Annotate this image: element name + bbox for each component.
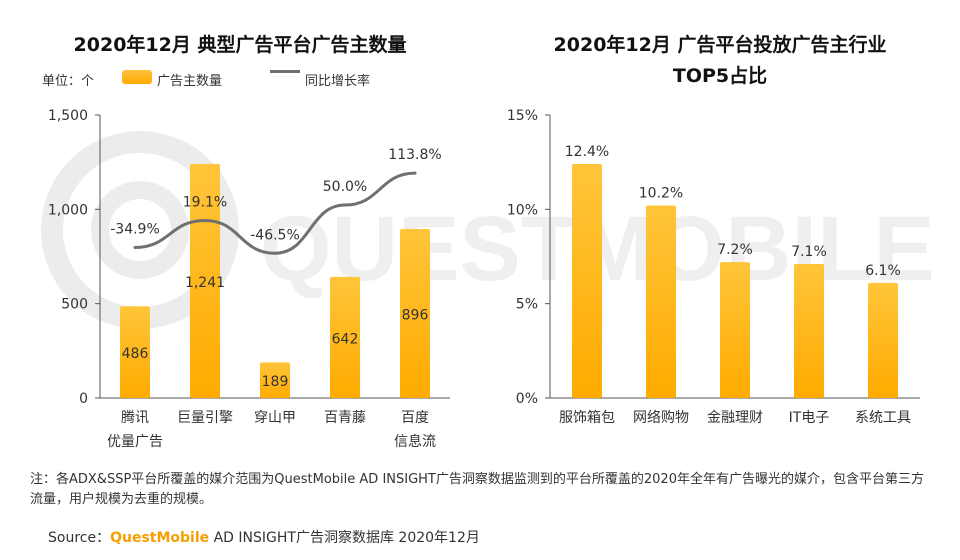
bar-value-label: 1,241 xyxy=(185,275,225,291)
bar xyxy=(720,262,750,398)
bar-value-label: 12.4% xyxy=(565,144,609,160)
x-tick-label: IT电子 xyxy=(789,410,830,426)
bar xyxy=(330,276,360,398)
unit-label: 单位：个 xyxy=(42,74,95,89)
legend-bar-label: 广告主数量 xyxy=(157,74,223,89)
bar xyxy=(260,362,290,398)
y-tick-label: 1,500 xyxy=(48,108,88,124)
y-tick-label: 500 xyxy=(61,297,88,313)
left-chart-panel: 2020年12月 典型广告平台广告主数量 单位：个 广告主数量 同比增长率 0 5… xyxy=(0,0,480,470)
x-tick-label: 百度 xyxy=(401,410,429,426)
bar xyxy=(120,306,150,398)
right-chart-plot: 0% 5% 10% 15% 12.4% 服饰箱包 10.2% 网络购物 7.2% 金融理财 7.1%… xyxy=(507,108,920,426)
bar-value-label: 6.1% xyxy=(865,263,901,279)
footnote: 注：各ADX&SSP平台所覆盖的媒介范围为QuestMobile AD INSI… xyxy=(30,472,924,507)
bar-value-label: 10.2% xyxy=(639,186,683,202)
x-tick-label: 服饰箱包 xyxy=(559,410,615,426)
growth-value-label: 113.8% xyxy=(388,147,441,163)
legend-line-label: 同比增长率 xyxy=(305,74,371,89)
growth-line xyxy=(133,171,417,255)
growth-value-label: 50.0% xyxy=(323,179,367,195)
bar xyxy=(646,205,676,398)
bar-value-label: 486 xyxy=(122,346,149,362)
right-chart-panel: 2020年12月 广告平台投放广告主行业 TOP5占比 0% 5% 10% 15% 12… xyxy=(480,0,960,470)
x-tick-label: 百青藤 xyxy=(324,410,366,426)
right-chart-title-line1: 2020年12月 广告平台投放广告主行业 xyxy=(553,34,887,56)
source-rest: AD INSIGHT广告洞察数据库 2020年12月 xyxy=(209,530,480,546)
y-tick-label: 15% xyxy=(507,108,538,124)
y-tick-label: 10% xyxy=(507,202,538,218)
growth-value-label: 19.1% xyxy=(183,194,227,210)
right-chart-title-line2: TOP5占比 xyxy=(672,65,768,87)
y-tick-label: 5% xyxy=(516,297,538,313)
legend-line-swatch xyxy=(270,70,300,73)
bar-value-label: 896 xyxy=(402,307,429,323)
bar xyxy=(794,264,824,398)
x-tick-label: 网络购物 xyxy=(633,410,689,426)
y-tick-label: 0 xyxy=(79,391,88,407)
y-tick-label: 0% xyxy=(516,391,538,407)
x-tick-label: 巨量引擎 xyxy=(177,410,233,426)
left-chart-title: 2020年12月 典型广告平台广告主数量 xyxy=(73,34,407,56)
x-tick-label: 金融理财 xyxy=(707,410,763,426)
bar-value-label: 189 xyxy=(262,374,289,390)
legend-bar-swatch xyxy=(122,70,152,84)
bar xyxy=(572,164,602,398)
bar xyxy=(400,228,430,398)
x-tick-label: 穿山甲 xyxy=(254,410,296,426)
source-line: Source：QuestMobile AD INSIGHT广告洞察数据库 202… xyxy=(48,527,480,547)
bar xyxy=(868,282,898,398)
growth-value-label: -34.9% xyxy=(110,221,160,237)
y-tick-label: 1,000 xyxy=(48,202,88,218)
source-prefix: Source： xyxy=(48,530,111,546)
bar-value-label: 7.1% xyxy=(791,244,827,260)
x-tick-label: 优量广告 xyxy=(107,434,163,450)
x-tick-label: 系统工具 xyxy=(855,410,911,426)
x-tick-label: 腾讯 xyxy=(121,409,149,426)
bar-value-label: 642 xyxy=(332,331,359,347)
source-brand: QuestMobile xyxy=(110,530,210,546)
bar-value-label: 7.2% xyxy=(717,242,753,258)
growth-value-label: -46.5% xyxy=(250,227,300,243)
x-tick-label: 信息流 xyxy=(394,433,436,450)
